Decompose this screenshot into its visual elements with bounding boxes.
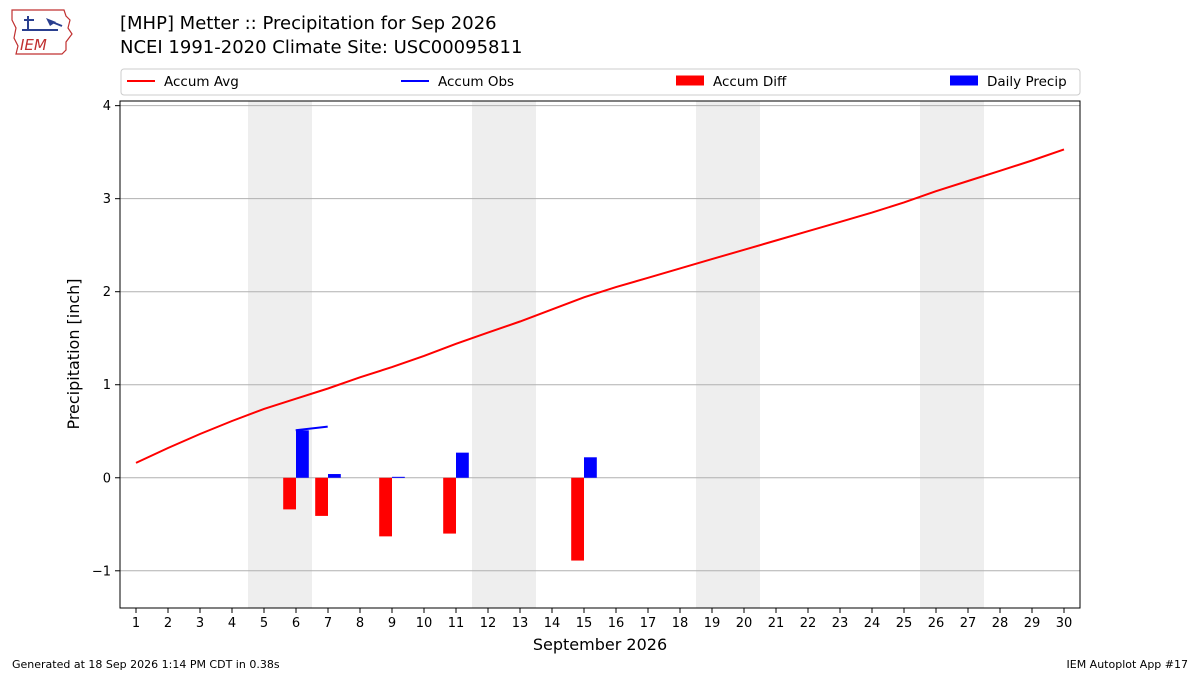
x-tick-label: 8 [356, 616, 364, 631]
generated-timestamp: Generated at 18 Sep 2026 1:14 PM CDT in … [12, 658, 280, 671]
accum-diff-bar [443, 477, 456, 534]
weekend-shade [952, 101, 984, 608]
x-tick-label: 2 [164, 616, 172, 631]
daily-precip-bar [392, 476, 405, 478]
iem-logo-icon: IEM [11, 9, 73, 55]
y-tick-label: 4 [103, 99, 111, 114]
x-tick-label: 6 [292, 616, 300, 631]
accum-avg-line [135, 148, 1065, 464]
app-credit: IEM Autoplot App #17 [1066, 658, 1189, 671]
x-tick-label: 29 [1024, 616, 1041, 631]
y-tick-label: 3 [103, 192, 111, 207]
x-tick-label: 16 [608, 616, 625, 631]
daily-precip-bar [584, 457, 597, 478]
page-title: [MHP] Metter :: Precipitation for Sep 20… [120, 13, 497, 34]
x-tick-label: 1 [132, 616, 140, 631]
x-tick-label: 11 [448, 616, 465, 631]
x-tick-label: 4 [228, 616, 236, 631]
x-tick-label: 17 [640, 616, 657, 631]
x-tick-label: 20 [736, 616, 753, 631]
y-tick-label: 1 [103, 378, 111, 393]
weekend-shade [280, 101, 312, 608]
x-tick-label: 9 [388, 616, 396, 631]
x-tick-label: 7 [324, 616, 332, 631]
y-axis-label: Precipitation [inch] [64, 278, 83, 429]
x-tick-label: 10 [416, 616, 433, 631]
legend-swatch-bar [950, 75, 978, 86]
legend-label: Accum Avg [164, 74, 239, 90]
daily-precip-bar [328, 474, 341, 478]
y-tick-label: −1 [92, 564, 111, 579]
x-tick-label: 13 [512, 616, 529, 631]
accum-obs-line [295, 425, 328, 432]
x-tick-label: 18 [672, 616, 689, 631]
legend-swatch-bar [676, 75, 704, 86]
weekend-shade [504, 101, 536, 608]
x-tick-label: 25 [896, 616, 913, 631]
x-axis-label: September 2026 [533, 635, 667, 654]
x-tick-label: 3 [196, 616, 204, 631]
legend-label: Daily Precip [987, 74, 1067, 90]
x-tick-label: 19 [704, 616, 721, 631]
x-tick-label: 14 [544, 616, 561, 631]
y-tick-label: 0 [103, 471, 111, 486]
accum-diff-bar [315, 477, 328, 516]
legend-label: Accum Obs [438, 74, 514, 90]
legend-box [120, 68, 1081, 96]
x-tick-label: 5 [260, 616, 268, 631]
daily-precip-bar [456, 452, 469, 478]
accum-diff-bar [283, 477, 296, 510]
weekend-shade [472, 101, 504, 608]
logo-text: IEM [20, 36, 47, 54]
x-tick-label: 24 [864, 616, 881, 631]
accum-diff-bar [571, 477, 584, 561]
x-tick-label: 23 [832, 616, 849, 631]
x-tick-label: 12 [480, 616, 497, 631]
page-subtitle: NCEI 1991-2020 Climate Site: USC00095811 [120, 37, 523, 58]
accum-diff-bar [379, 477, 392, 537]
x-tick-label: 30 [1056, 616, 1073, 631]
x-tick-label: 21 [768, 616, 785, 631]
x-tick-label: 15 [576, 616, 593, 631]
daily-precip-bar [296, 430, 309, 478]
x-tick-label: 22 [800, 616, 817, 631]
weekend-shade [248, 101, 280, 608]
weekend-shade [728, 101, 760, 608]
legend-label: Accum Diff [713, 74, 787, 90]
y-tick-label: 2 [103, 285, 111, 300]
weekend-shade [920, 101, 952, 608]
x-tick-label: 27 [960, 616, 977, 631]
plot-frame [119, 100, 1081, 609]
x-tick-label: 26 [928, 616, 945, 631]
x-tick-label: 28 [992, 616, 1009, 631]
weekend-shade [696, 101, 728, 608]
